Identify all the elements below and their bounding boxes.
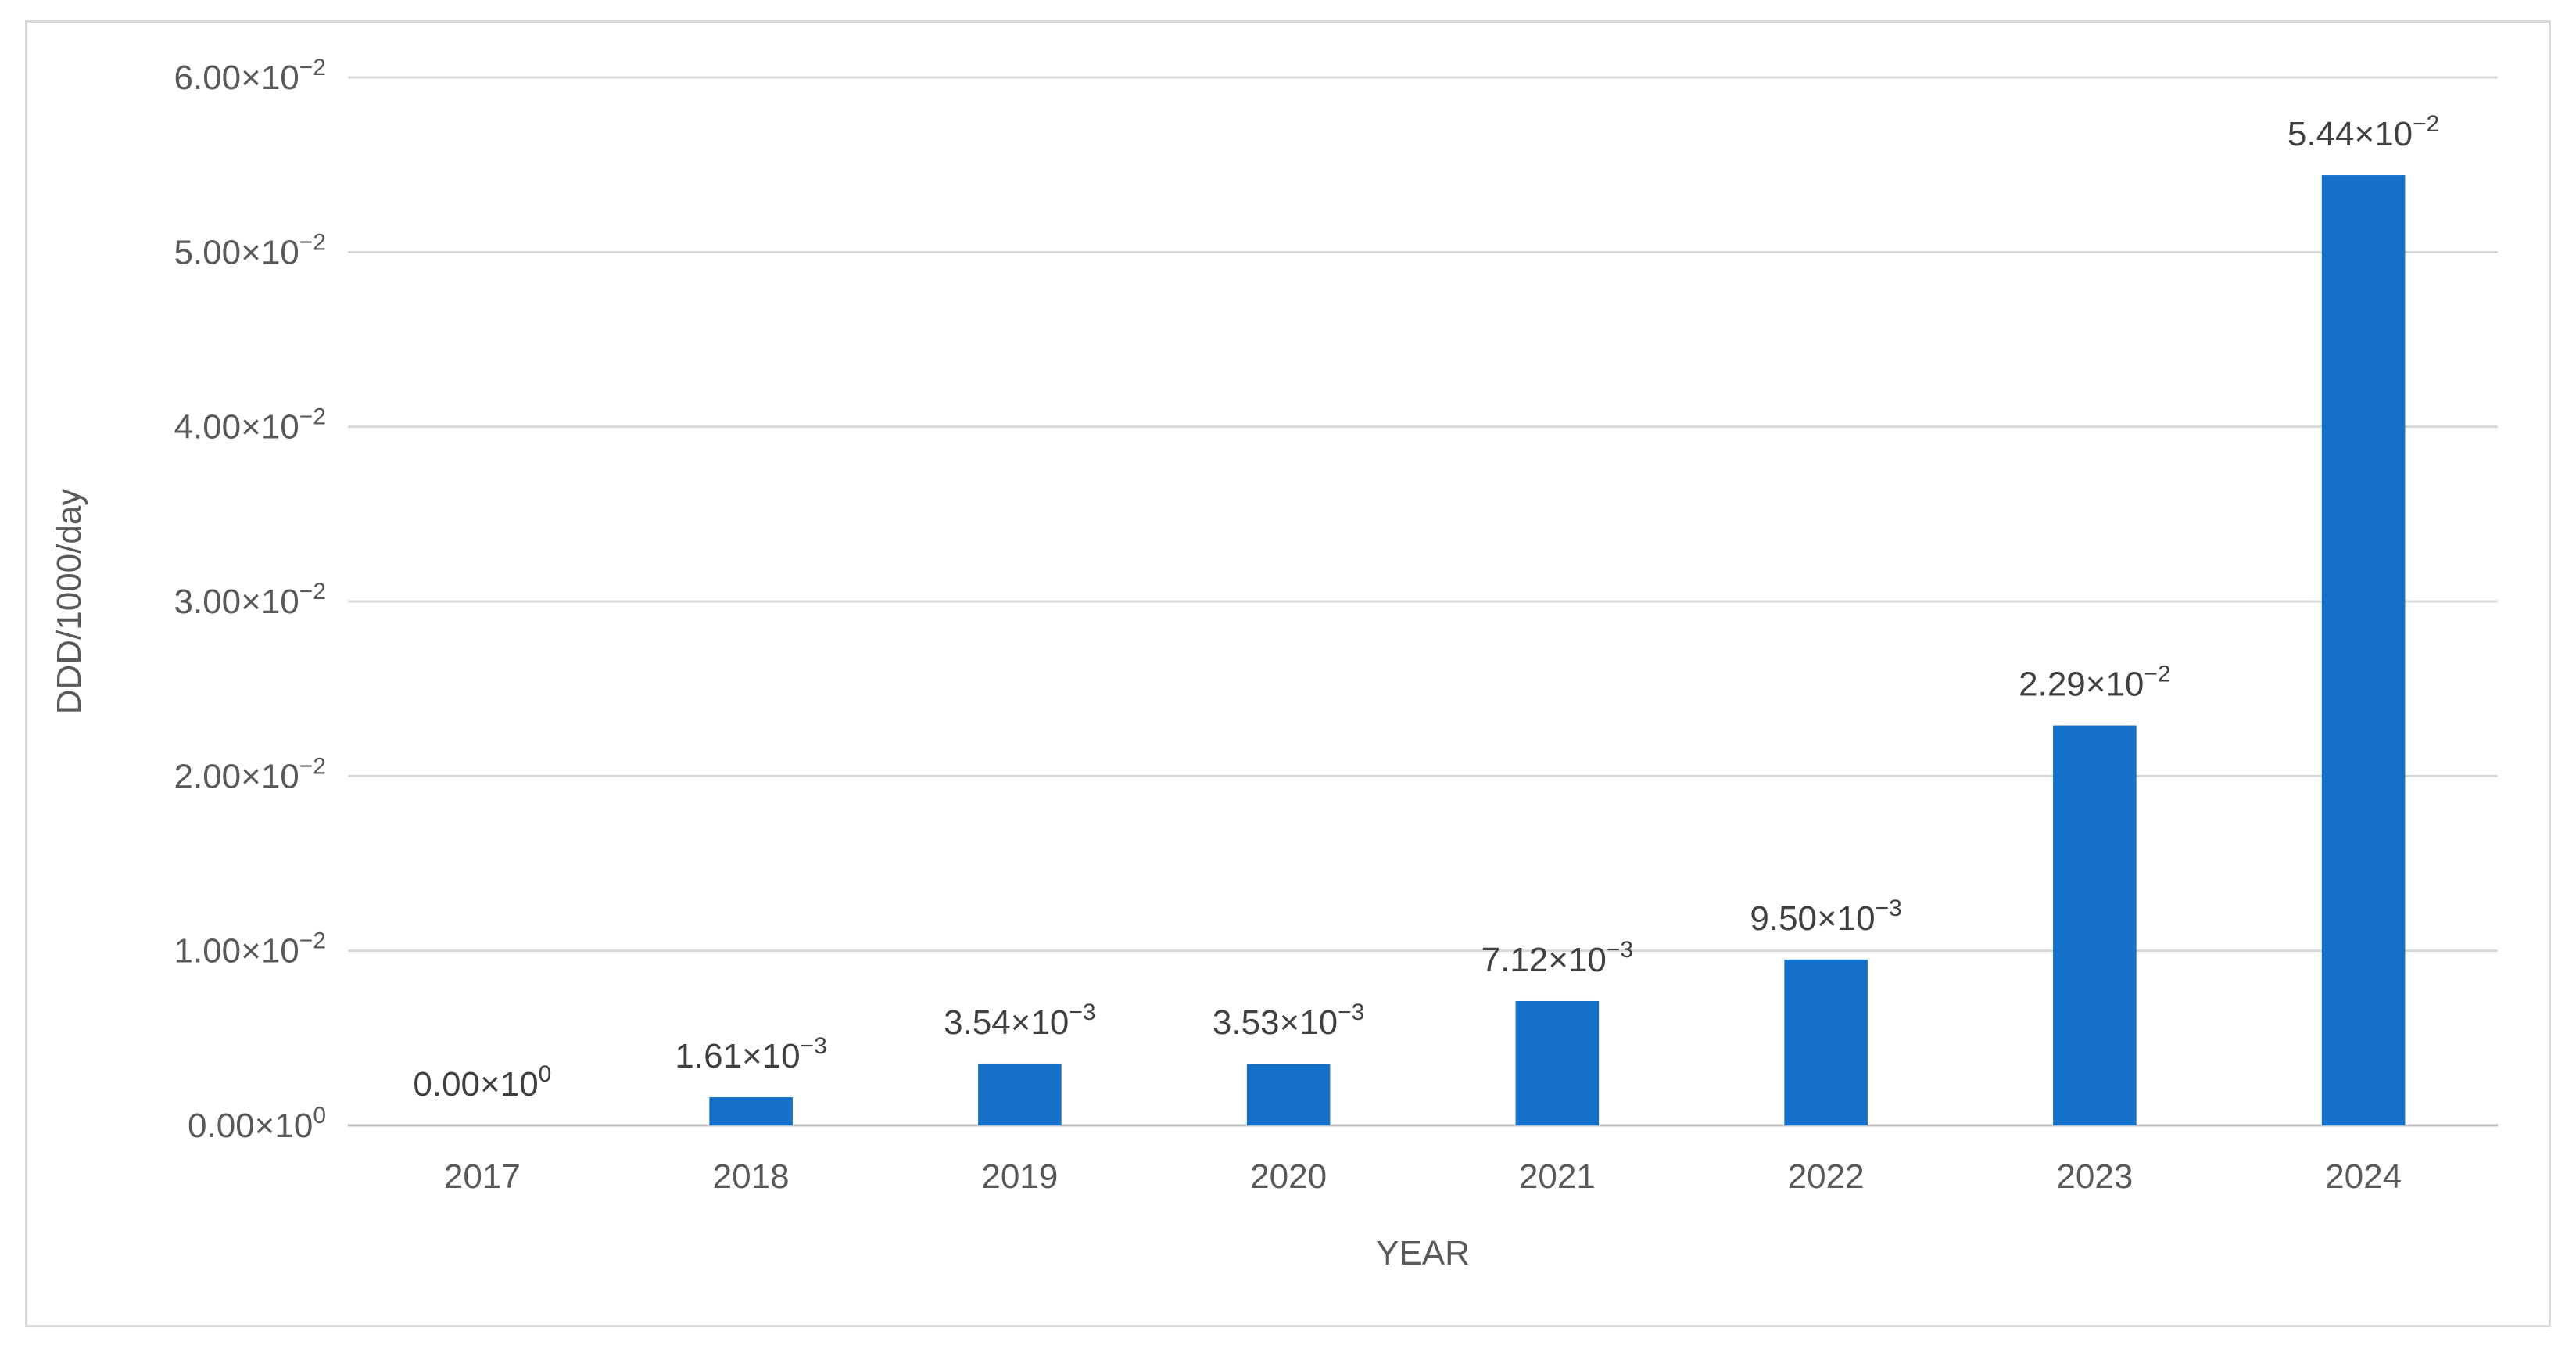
- y-tick-label: 1.00×10−2: [174, 928, 327, 971]
- y-tick-label-mantissa: 6.00×10: [174, 59, 299, 97]
- y-tick-label: 0.00×100: [188, 1103, 326, 1145]
- y-tick-label-mantissa: 2.00×10: [174, 757, 299, 795]
- y-axis-title: DDD/1000/day: [50, 489, 88, 715]
- data-label-2020-exponent: −3: [1338, 999, 1364, 1025]
- x-tick-label: 2023: [2056, 1157, 2133, 1196]
- y-tick-label-exponent: 0: [313, 1103, 326, 1129]
- y-tick-label-exponent: −2: [299, 229, 326, 255]
- data-label-2024-mantissa: 5.44×10: [2288, 115, 2413, 153]
- gridlines: [348, 76, 2498, 1127]
- data-label-2020: 3.53×10−3: [1213, 999, 1365, 1042]
- data-label-2023: 2.29×10−2: [2019, 662, 2171, 704]
- x-tick-label: 2021: [1519, 1157, 1596, 1196]
- bar-2024: [2321, 175, 2406, 1126]
- y-tick-label: 6.00×10−2: [174, 55, 327, 97]
- y-tick-label-mantissa: 1.00×10: [174, 932, 299, 971]
- y-tick-label-exponent: −2: [299, 753, 326, 779]
- y-tick-label-mantissa: 0.00×10: [188, 1107, 313, 1145]
- chart-frame: 0.00×100 1.00×10−2 2.00×10−2 3.00×10−2 4.00×…: [25, 20, 2551, 1327]
- bar-2023: [2053, 725, 2137, 1125]
- x-axis-title: YEAR: [1376, 1234, 1470, 1272]
- data-label-2022-exponent: −3: [1876, 895, 1902, 921]
- bar-2021: [1515, 1000, 1600, 1125]
- y-tick-label-exponent: −2: [299, 55, 326, 81]
- data-labels: 0.00×100 1.61×10−33.54×10−3 3.53×10−37.12×…: [413, 111, 2439, 1103]
- data-label-2024: 5.44×10−2: [2288, 111, 2440, 153]
- data-label-2018-exponent: −3: [801, 1033, 827, 1059]
- data-label-2017: 0.00×100: [413, 1061, 551, 1103]
- y-tick-label: 2.00×10−2: [174, 753, 327, 795]
- bar-chart: 0.00×1001.00×10−22.00×10−23.00×10−24.00×…: [50, 55, 2498, 1272]
- bar-2020: [1246, 1064, 1331, 1125]
- y-tick-label: 5.00×10−2: [174, 229, 327, 271]
- y-tick-label-exponent: −2: [299, 579, 326, 605]
- data-label-2022-mantissa: 9.50×10: [1750, 899, 1875, 938]
- y-tick-label-exponent: −2: [299, 404, 326, 430]
- data-label-2017-mantissa: 0.00×10: [413, 1065, 538, 1103]
- x-tick-label: 2019: [981, 1157, 1058, 1196]
- data-label-2018: 1.61×10−3: [675, 1033, 827, 1075]
- data-label-2021-mantissa: 7.12×10: [1481, 941, 1607, 979]
- y-tick-label: 3.00×10−2: [174, 579, 327, 621]
- x-tick-label: 2022: [1788, 1157, 1865, 1196]
- bar-2018: [709, 1097, 793, 1125]
- x-tick-label: 2024: [2325, 1157, 2402, 1196]
- x-axis-categories: 2017 2018 2019 2020 2021 2022 2023 2024: [444, 1157, 2402, 1196]
- x-tick-label: 2017: [444, 1157, 521, 1196]
- data-label-2019-mantissa: 3.54×10: [944, 1003, 1069, 1042]
- data-label-2023-mantissa: 2.29×10: [2019, 666, 2144, 704]
- x-tick-label: 2020: [1250, 1157, 1327, 1196]
- data-label-2017-exponent: 0: [539, 1061, 552, 1087]
- data-label-2019: 3.54×10−3: [944, 999, 1096, 1042]
- y-axis-ticks: 0.00×1001.00×10−22.00×10−23.00×10−24.00×…: [174, 55, 327, 1145]
- data-label-2023-exponent: −2: [2144, 662, 2170, 687]
- data-label-2022: 9.50×10−3: [1750, 895, 1902, 938]
- data-label-2018-mantissa: 1.61×10: [675, 1037, 800, 1075]
- y-tick-label: 4.00×10−2: [174, 404, 327, 447]
- y-tick-label-mantissa: 5.00×10: [174, 233, 299, 271]
- bars: [709, 175, 2406, 1126]
- y-tick-label-mantissa: 3.00×10: [174, 583, 299, 621]
- data-label-2020-mantissa: 3.53×10: [1213, 1003, 1338, 1042]
- bar-2022: [1784, 959, 1868, 1125]
- y-tick-label-exponent: −2: [299, 928, 326, 954]
- data-label-2021-exponent: −3: [1607, 937, 1633, 963]
- x-tick-label: 2018: [713, 1157, 790, 1196]
- y-tick-label-mantissa: 4.00×10: [174, 408, 299, 447]
- data-label-2021: 7.12×10−3: [1481, 937, 1634, 979]
- data-label-2019-exponent: −3: [1069, 999, 1095, 1025]
- data-label-2024-exponent: −2: [2413, 111, 2439, 137]
- bar-2019: [978, 1063, 1062, 1125]
